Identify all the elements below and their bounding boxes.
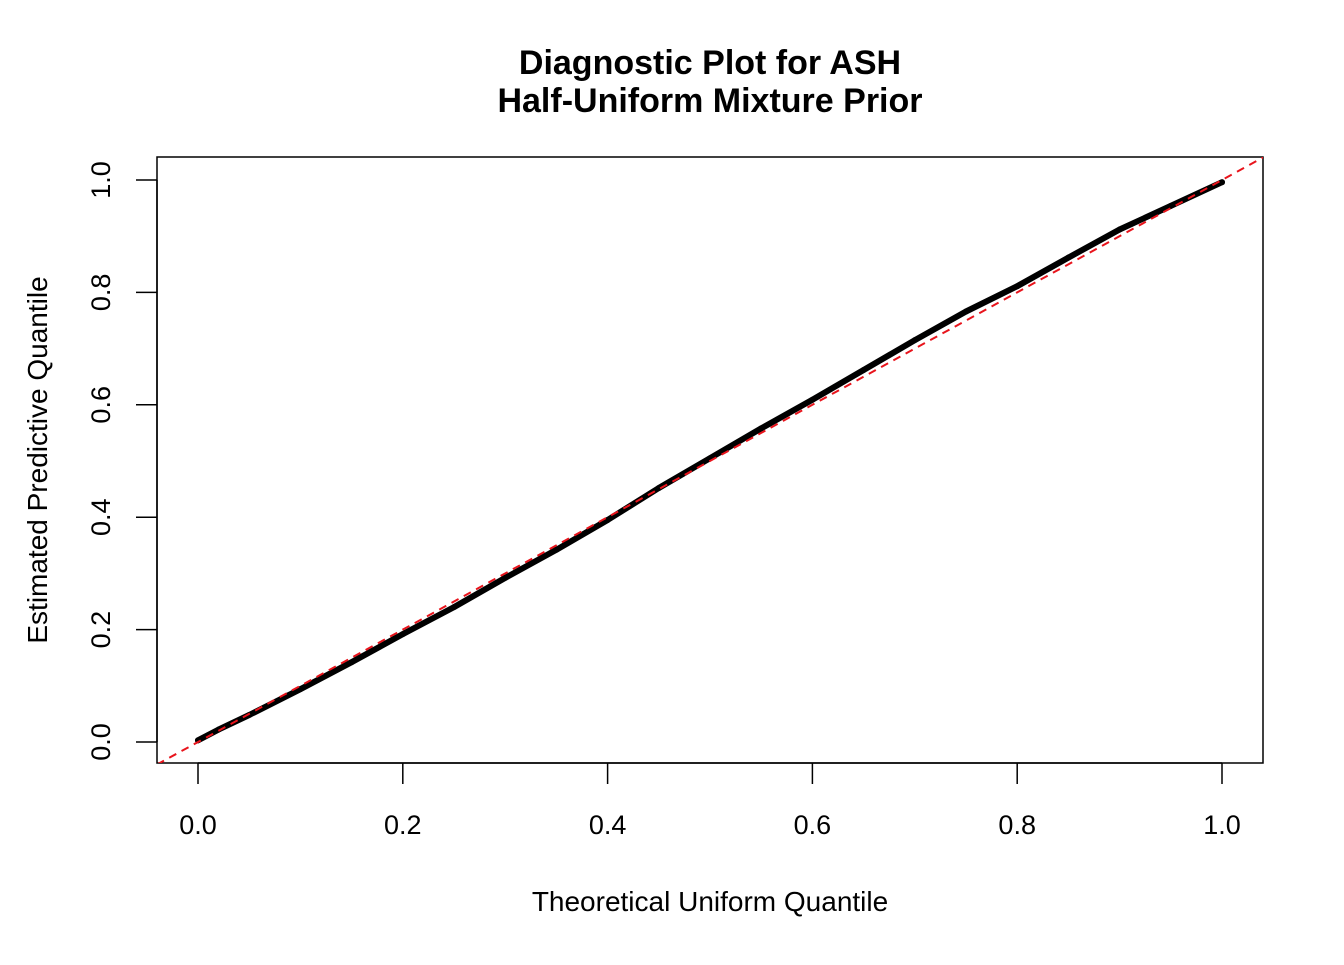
x-tick-label: 0.0 — [179, 810, 217, 840]
data-point — [604, 517, 611, 524]
x-axis: 0.0 0.2 0.4 0.6 0.8 1.0 — [179, 762, 1241, 840]
data-point — [1167, 202, 1174, 209]
y-tick-label: 0.6 — [86, 386, 116, 424]
data-point — [963, 308, 969, 315]
reference-line — [157, 157, 1263, 763]
data-point — [758, 425, 765, 432]
data-point — [860, 366, 867, 373]
y-axis: 0.0 0.2 0.4 0.6 0.8 1.0 — [86, 161, 158, 761]
y-tick-label: 0.4 — [86, 498, 116, 536]
data-point — [1065, 254, 1072, 261]
x-tick-label: 1.0 — [1203, 810, 1241, 840]
data-point — [1014, 283, 1021, 290]
chart-subtitle: Half-Uniform Mixture Prior — [497, 82, 922, 120]
data-point — [399, 631, 406, 638]
data-point — [655, 484, 662, 491]
x-tick-label: 0.8 — [998, 810, 1036, 840]
x-tick-label: 0.4 — [589, 810, 627, 840]
data-point — [348, 659, 355, 666]
y-tick-label: 0.2 — [86, 611, 116, 649]
chart-title: Diagnostic Plot for ASH — [519, 44, 901, 82]
data-point — [1116, 226, 1123, 233]
data-point — [502, 574, 509, 581]
data-point — [809, 396, 816, 403]
y-tick-label: 1.0 — [86, 161, 116, 199]
x-axis-label: Theoretical Uniform Quantile — [532, 886, 888, 917]
y-tick-label: 0.8 — [86, 274, 116, 312]
data-point — [553, 546, 560, 553]
y-tick-label: 0.0 — [86, 723, 116, 761]
data-point — [451, 604, 457, 611]
data-point — [911, 337, 918, 344]
x-tick-label: 0.2 — [384, 810, 422, 840]
data-point — [1219, 179, 1225, 186]
y-axis-label: Estimated Predictive Quantile — [22, 276, 53, 643]
x-tick-label: 0.6 — [794, 810, 832, 840]
data-series-line — [195, 179, 1225, 744]
